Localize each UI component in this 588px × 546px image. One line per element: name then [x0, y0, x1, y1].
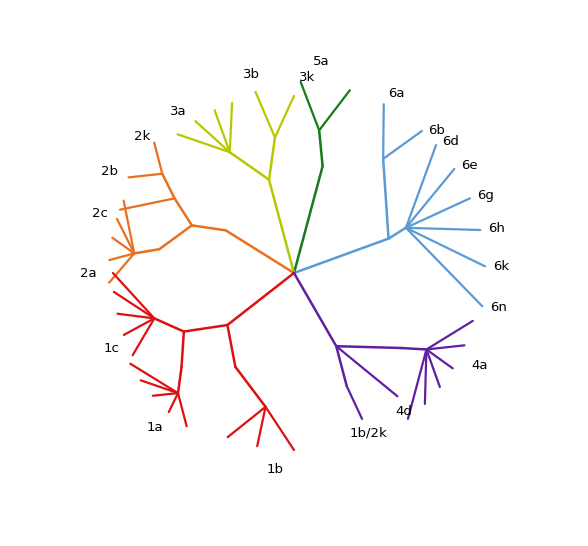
Text: 1a: 1a — [146, 420, 163, 434]
Text: 2k: 2k — [134, 129, 150, 143]
Text: 6d: 6d — [443, 134, 459, 147]
Text: 4d: 4d — [395, 405, 412, 418]
Text: 2b: 2b — [101, 165, 118, 179]
Text: 6k: 6k — [493, 259, 509, 272]
Text: 2a: 2a — [80, 266, 97, 280]
Text: 6a: 6a — [387, 87, 405, 100]
Text: 6e: 6e — [462, 159, 478, 172]
Text: 5a: 5a — [313, 55, 330, 68]
Text: 1c: 1c — [104, 342, 120, 355]
Text: 6b: 6b — [428, 124, 445, 138]
Text: 1b: 1b — [266, 463, 283, 476]
Text: 4a: 4a — [471, 359, 487, 372]
Text: 6n: 6n — [490, 301, 507, 314]
Text: 3b: 3b — [242, 68, 259, 81]
Text: 3a: 3a — [170, 105, 186, 118]
Text: 6h: 6h — [488, 222, 505, 235]
Text: 2c: 2c — [92, 207, 108, 220]
Text: 6g: 6g — [477, 189, 495, 203]
Text: 3k: 3k — [299, 71, 316, 84]
Text: 1b/2k: 1b/2k — [350, 426, 387, 439]
